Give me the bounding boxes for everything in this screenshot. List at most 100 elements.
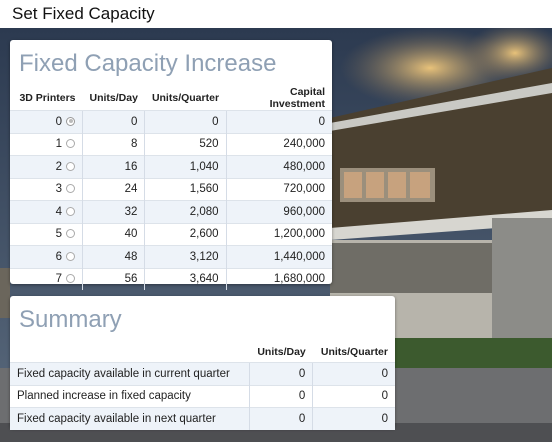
table-row: 4 32 2,080 960,000	[10, 200, 332, 223]
table-cell: 16	[81, 155, 145, 178]
cell-text: 2	[55, 160, 62, 173]
cell-text: 0	[381, 367, 388, 380]
table-cell: 3,120	[144, 245, 227, 268]
spacer	[10, 342, 250, 363]
table-cell: 1,560	[144, 177, 227, 201]
table-cell: 0	[312, 407, 395, 430]
radio-button[interactable]	[66, 274, 75, 284]
cell-text: 0	[298, 367, 306, 380]
table-row: 2 16 1,040 480,000	[10, 155, 332, 178]
header-bar: Set Fixed Capacity	[0, 0, 552, 28]
cell-text: 32	[124, 205, 138, 218]
table-row: 7 56 3,640 1,680,000	[10, 267, 332, 290]
table-cell: 0	[312, 362, 395, 385]
table-row: Fixed capacity available in next quarter…	[10, 407, 395, 430]
capacity-table: 3D Printers Units/Day Units/Quarter Capital…	[10, 86, 332, 290]
cell-text: 960,000	[283, 205, 325, 218]
table-cell: Fixed capacity available in next quarter	[10, 407, 250, 430]
cell-text: 1	[55, 138, 62, 151]
panel-title: Summary	[19, 306, 122, 333]
radio-button[interactable]	[66, 161, 75, 171]
table-cell: 3	[10, 177, 83, 201]
cell-text: 0	[381, 390, 388, 403]
cell-text: 6	[55, 250, 62, 263]
cell-text: 0	[212, 115, 219, 128]
table-cell: 2,080	[144, 200, 227, 223]
cell-text: Fixed capacity available in next quarter	[17, 412, 216, 425]
table-cell: 24	[81, 177, 145, 201]
cell-text: 720,000	[283, 183, 325, 196]
cell-text: 0	[298, 412, 306, 425]
table-cell: 2,600	[144, 222, 227, 246]
table-cell: 5	[10, 222, 83, 246]
table-cell: 720,000	[225, 177, 332, 201]
table-cell: 1,680,000	[225, 267, 332, 290]
cell-text: 520	[199, 138, 219, 151]
page-title: Set Fixed Capacity	[12, 4, 155, 23]
radio-button[interactable]	[66, 139, 75, 149]
table-cell: 7	[10, 267, 83, 290]
table-cell: 1,040	[144, 155, 227, 178]
cell-text: 4	[55, 205, 62, 218]
table-cell: 0	[144, 110, 227, 133]
radio-button[interactable]	[66, 184, 75, 194]
radio-button[interactable]	[66, 251, 75, 261]
column-header: 3D Printers	[19, 92, 76, 104]
table-cell: 8	[81, 132, 145, 156]
cell-text: 1,440,000	[273, 250, 325, 263]
radio-button[interactable]	[66, 206, 75, 216]
cell-text: 3,120	[189, 250, 219, 263]
cell-text: 48	[124, 250, 138, 263]
cell-text: 0	[381, 412, 388, 425]
column-header: Capital Investment	[269, 86, 325, 110]
column-header: Units/Day	[257, 346, 306, 358]
cell-text: 24	[124, 183, 138, 196]
cell-text: 3	[55, 183, 62, 196]
table-cell: 0	[81, 110, 145, 133]
cell-text: 40	[124, 228, 138, 241]
radio-button[interactable]	[66, 116, 75, 126]
table-cell: 520	[144, 132, 227, 156]
cell-text: 0	[131, 115, 138, 128]
cell-text: 56	[124, 273, 138, 286]
table-cell: Planned increase in fixed capacity	[10, 384, 250, 408]
table-cell: 0	[312, 384, 395, 408]
table-row: Planned increase in fixed capacity 0 0	[10, 384, 395, 408]
cell-text: 2,600	[189, 228, 219, 241]
panel-title: Fixed Capacity Increase	[19, 50, 277, 77]
table-cell: 4	[10, 200, 83, 223]
cell-text: 480,000	[283, 160, 325, 173]
summary-panel: Summary Units/Day Units/Quarter Fixed capa…	[10, 296, 395, 430]
table-cell: 480,000	[225, 155, 332, 178]
table-row: Fixed capacity available in current quar…	[10, 362, 395, 385]
cell-text: Fixed capacity available in current quar…	[17, 367, 230, 380]
cell-text: 0	[298, 390, 306, 403]
table-row: 3 24 1,560 720,000	[10, 177, 332, 201]
table-row: 5 40 2,600 1,200,000	[10, 222, 332, 246]
cell-text: 1,200,000	[273, 228, 325, 241]
table-cell: 0	[225, 110, 332, 133]
summary-table: Units/Day Units/Quarter Fixed capacity ava…	[10, 342, 395, 430]
cell-text: Planned increase in fixed capacity	[17, 390, 191, 403]
cell-text: 1,040	[189, 160, 219, 173]
table-row: 1 8 520 240,000	[10, 132, 332, 156]
table-cell: 48	[81, 245, 145, 268]
column-header: Units/Quarter	[151, 92, 220, 104]
cell-text: 1,680,000	[273, 273, 325, 286]
table-cell: 6	[10, 245, 83, 268]
cell-text: 2,080	[189, 205, 219, 218]
cell-text: 0	[55, 115, 62, 128]
table-cell: 0	[248, 407, 313, 430]
column-header: Units/Day	[89, 92, 138, 104]
table-cell: Fixed capacity available in current quar…	[10, 362, 250, 385]
cell-text: 8	[131, 138, 138, 151]
cell-text: 0	[318, 115, 325, 128]
table-cell: 56	[81, 267, 145, 290]
table-cell: 1	[10, 132, 83, 156]
table-cell: 0	[248, 362, 313, 385]
table-cell: 960,000	[225, 200, 332, 223]
radio-button[interactable]	[66, 229, 75, 239]
table-cell: 0	[248, 384, 313, 408]
table-cell: 1,440,000	[225, 245, 332, 268]
